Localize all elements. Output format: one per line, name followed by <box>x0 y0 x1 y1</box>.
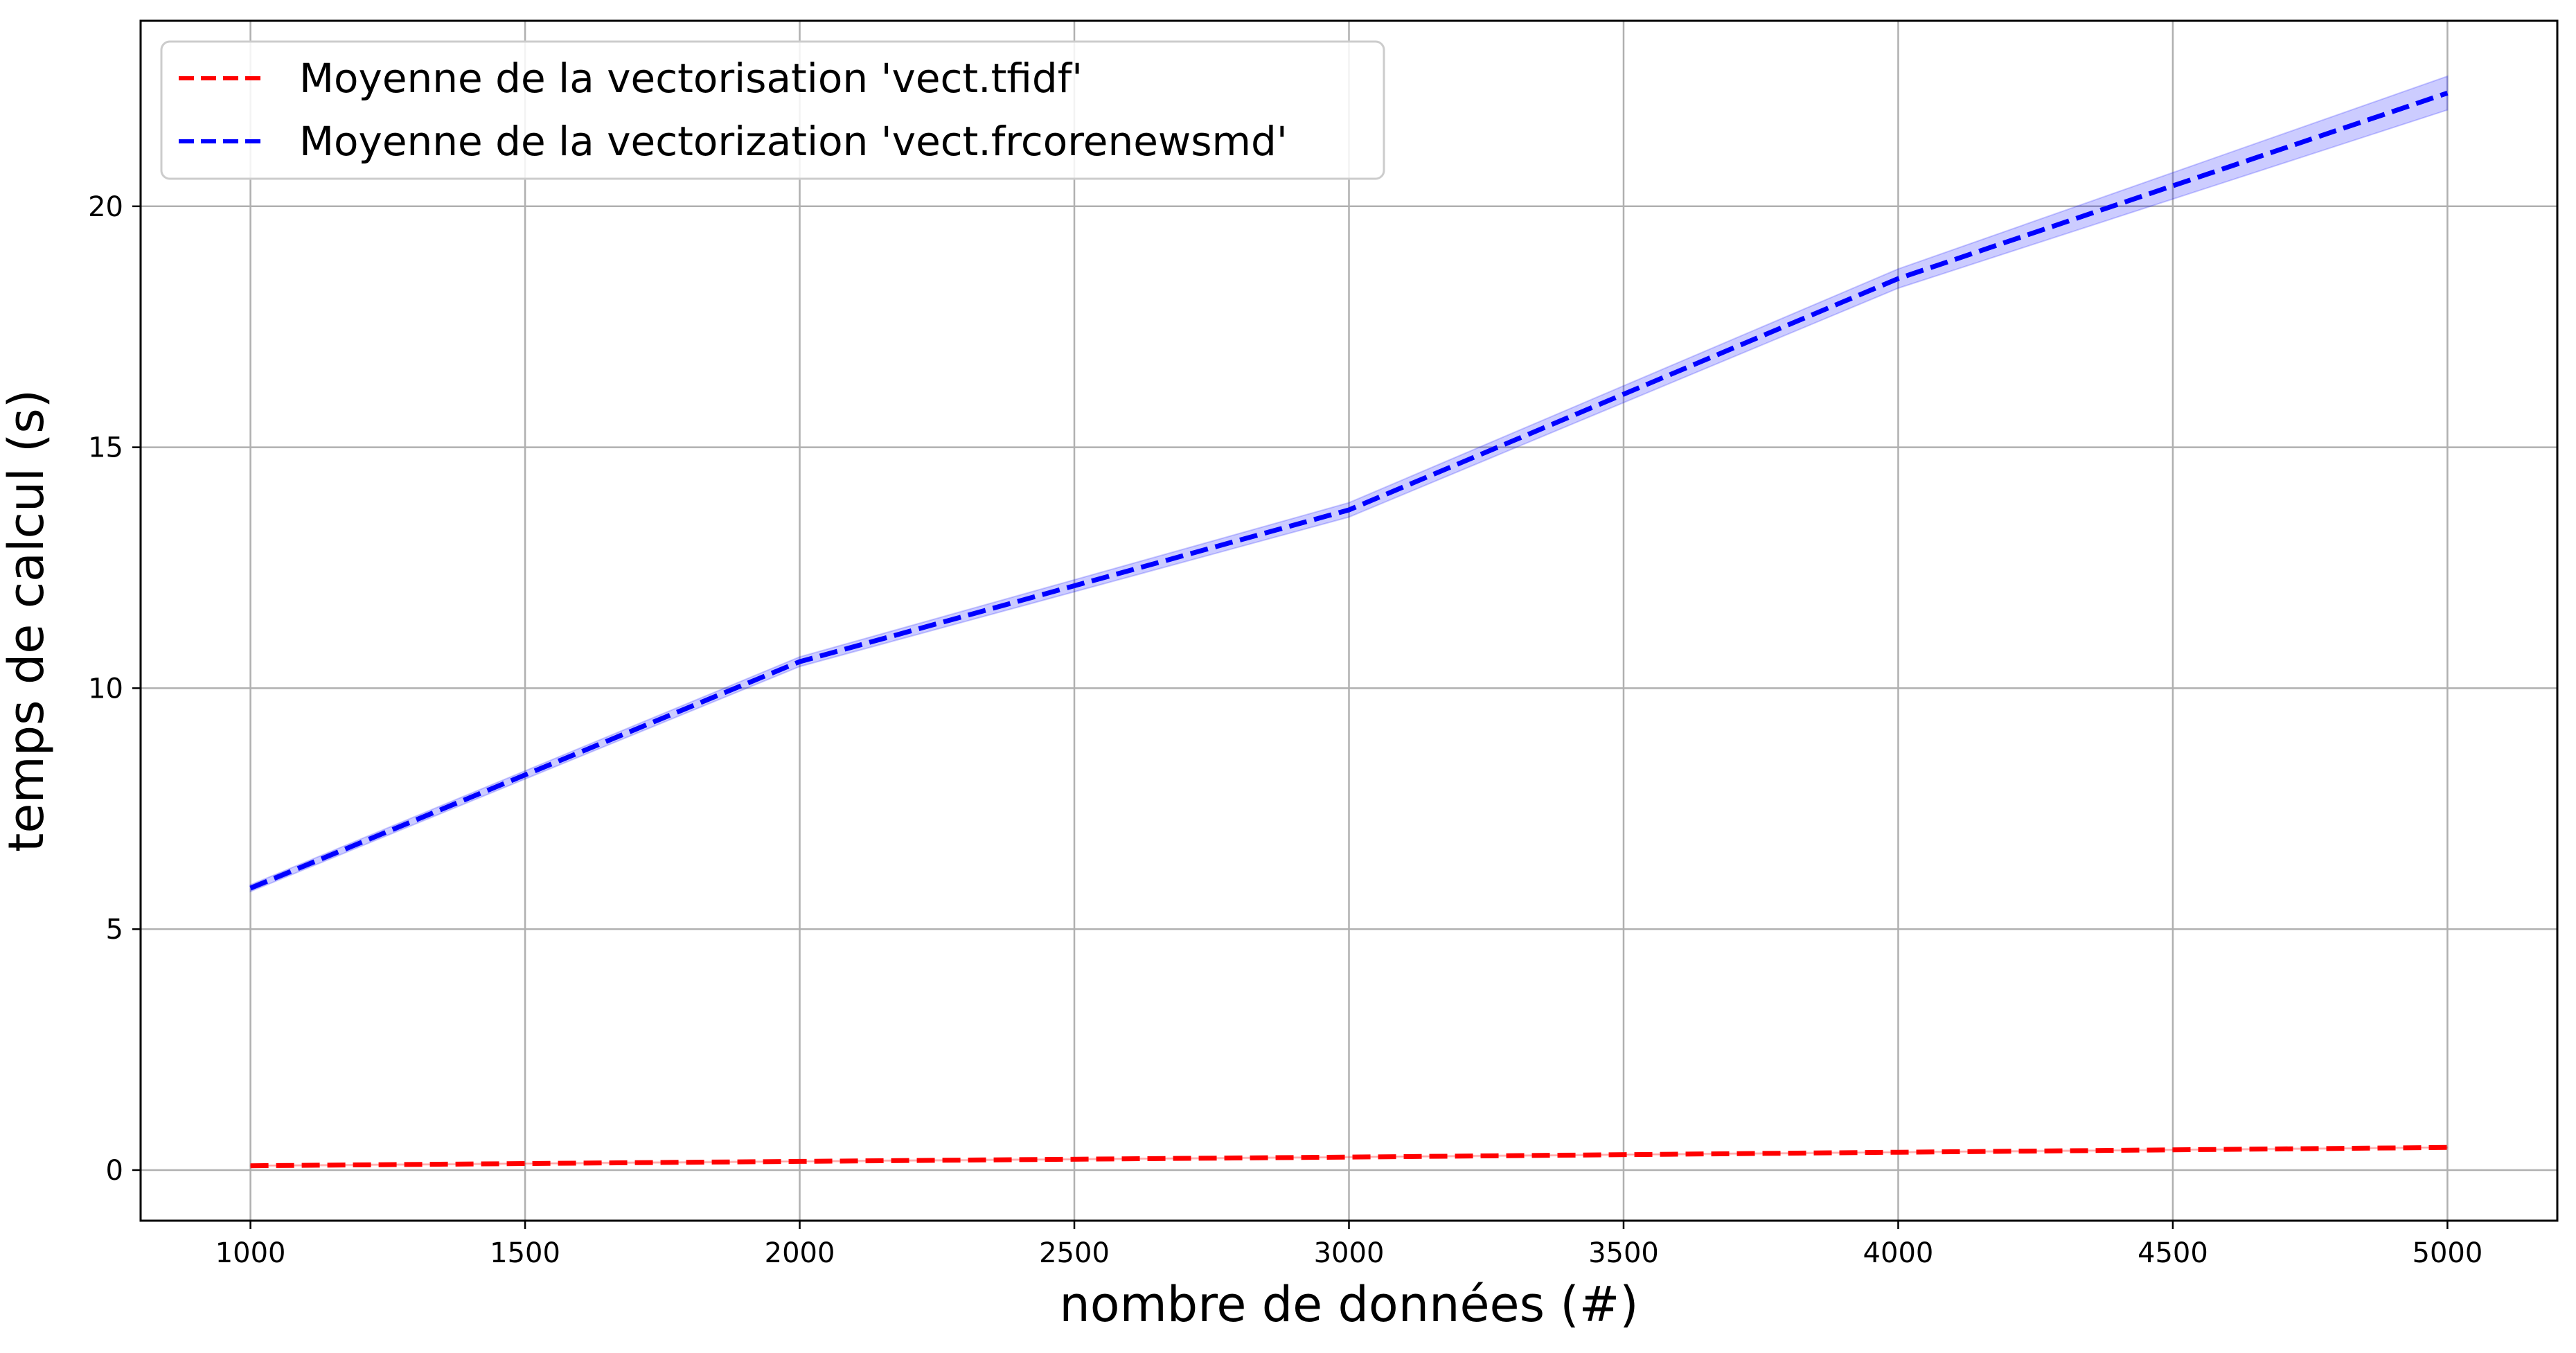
y-axis-label: temps de calcul (s) <box>0 389 55 852</box>
x-tick-label: 4500 <box>2138 1237 2208 1269</box>
x-tick-label: 1500 <box>490 1237 560 1269</box>
x-tick-label: 4000 <box>1863 1237 1934 1269</box>
y-tick-label: 10 <box>88 673 123 705</box>
legend-label-tfidf: Moyenne de la vectorisation 'vect.tfidf' <box>299 55 1083 102</box>
x-tick-label: 1000 <box>215 1237 286 1269</box>
grid <box>141 21 2557 1221</box>
x-tick-label: 5000 <box>2413 1237 2483 1269</box>
legend-box <box>160 40 1385 180</box>
x-tick-label: 2000 <box>765 1237 835 1269</box>
x-tick-label: 3500 <box>1588 1237 1659 1269</box>
x-tick-label: 2500 <box>1039 1237 1110 1269</box>
legend: Moyenne de la vectorisation 'vect.tfidf'… <box>160 40 1385 180</box>
x-axis-label: nombre de données (#) <box>1059 1276 1638 1333</box>
y-tick-label: 5 <box>106 914 123 946</box>
x-tick-label: 3000 <box>1314 1237 1385 1269</box>
y-tick-label: 15 <box>88 432 123 464</box>
axis-ticks: 1000 1500 2000 2500 3000 3500 4000 4500 5000 0 5 10… <box>88 191 2482 1269</box>
legend-label-frcorenewsmd: Moyenne de la vectorization 'vect.frcore… <box>299 118 1288 165</box>
series-lines <box>249 90 2449 1169</box>
y-tick-label: 0 <box>106 1155 123 1187</box>
series-line-tfidf <box>250 1144 2448 1169</box>
series-line-frcorenewsmd <box>249 90 2449 891</box>
y-tick-label: 20 <box>88 191 123 223</box>
